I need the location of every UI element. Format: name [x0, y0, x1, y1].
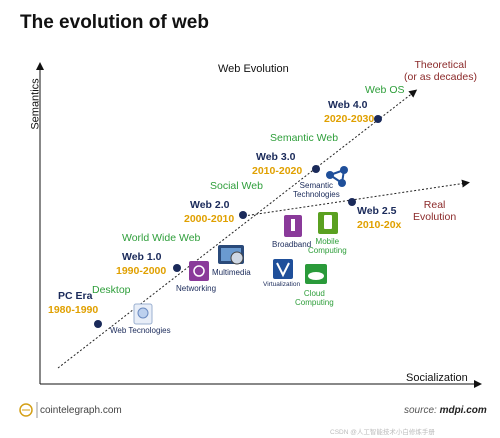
source-name: mdpi.com: [439, 405, 487, 416]
web3-dot: [312, 165, 320, 173]
cloud-computing-icon: [305, 264, 327, 284]
multimedia-label: Multimedia: [212, 268, 251, 277]
web4-years: 2020-2030: [324, 113, 375, 125]
watermark-text: CSDN @人工智能技术小白修炼手册: [330, 429, 435, 436]
web25-dot: [348, 198, 356, 206]
virtualization-label: Virtualization: [263, 281, 301, 288]
x-axis-label: Socialization: [406, 372, 468, 384]
web3-label: Semantic Web: [270, 132, 339, 144]
web2-label: Social Web: [210, 180, 263, 192]
broadband-icon: [284, 215, 302, 237]
cloud-computing-label: Cloud Computing: [295, 289, 334, 307]
web2-years: 2000-2010: [184, 213, 235, 225]
web1-name: Web 1.0: [122, 251, 162, 263]
web3-years: 2010-2020: [252, 165, 303, 177]
source-prefix: source:: [404, 405, 437, 416]
web2-name: Web 2.0: [190, 199, 230, 211]
web2-dot: [239, 211, 247, 219]
broadband-label: Broadband: [272, 240, 312, 249]
mobile-computing-label: Mobile Computing: [308, 237, 347, 255]
multimedia-icon: [218, 245, 244, 265]
semantic-technologies-icon: [326, 166, 348, 187]
virtualization-icon: [273, 259, 293, 279]
pc-era-name: PC Era: [58, 290, 93, 302]
cointelegraph-logo-icon: [19, 403, 33, 417]
web1-dot: [173, 264, 181, 272]
web4-label: Web OS: [365, 84, 405, 96]
mobile-computing-icon: [318, 212, 338, 234]
web25-years: 2010-20x: [357, 219, 402, 231]
web1-years: 1990-2000: [116, 265, 167, 277]
semantic-technologies-label: Semantic Technologies: [293, 181, 340, 199]
pc-era-dot: [94, 320, 102, 328]
page-title: The evolution of web: [20, 12, 209, 33]
web1-label: World Wide Web: [122, 232, 201, 244]
pc-era-label: Desktop: [92, 284, 131, 296]
footer-source: source: mdpi.com: [404, 405, 487, 416]
theoretical-label: Theoretical (or as decades): [404, 59, 477, 83]
real-evolution-label: Real Evolution: [413, 199, 457, 223]
web-technologies-icon: [133, 303, 153, 325]
networking-icon: [189, 261, 209, 281]
footer-brand: cointelegraph.com: [40, 405, 122, 416]
y-axis-label: Semantics: [29, 78, 42, 130]
web25-name: Web 2.5: [357, 205, 397, 217]
networking-label: Networking: [176, 284, 217, 293]
web4-dot: [374, 115, 382, 123]
diagram-title: Web Evolution: [218, 63, 289, 75]
web3-name: Web 3.0: [256, 151, 296, 163]
web4-name: Web 4.0: [328, 99, 368, 111]
pc-era-years: 1980-1990: [48, 304, 99, 316]
web-technologies-label: Web Tecnologies: [110, 326, 171, 335]
theoretical-trend-line: [57, 89, 418, 369]
